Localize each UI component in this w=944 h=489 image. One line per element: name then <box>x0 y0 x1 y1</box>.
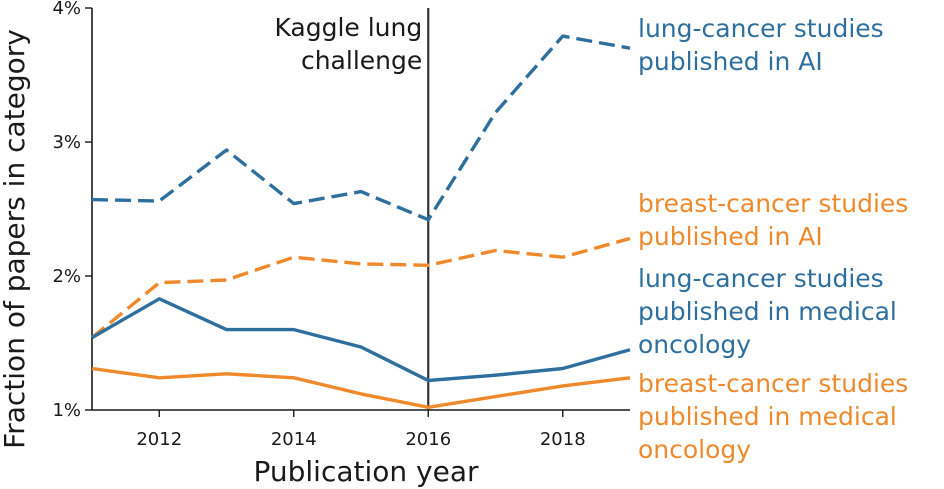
series-label-line: published in medical <box>638 402 897 431</box>
event-label-line: challenge <box>301 46 422 75</box>
x-tick-label: 2016 <box>405 429 451 450</box>
series-label-line: lung-cancer studies <box>638 14 884 43</box>
series-label-line: lung-cancer studies <box>638 264 884 293</box>
x-tick-label: 2012 <box>136 429 182 450</box>
series-label-line: breast-cancer studies <box>638 369 908 398</box>
series-label-line: oncology <box>638 330 751 359</box>
series-lines <box>90 34 631 409</box>
series-line <box>91 366 631 409</box>
event-label-line: Kaggle lung <box>274 13 422 42</box>
series-line <box>91 34 631 222</box>
annotations: Kaggle lung challenge lung-cancer studies p… <box>274 13 908 464</box>
series-label-line: oncology <box>638 435 751 464</box>
x-tick-label: 2018 <box>540 429 586 450</box>
series-line <box>90 236 631 339</box>
axes: 1% 2% 3% 4% 2012 2014 2016 2018 Publication year… <box>0 0 630 488</box>
series-label-line: breast-cancer studies <box>638 189 908 218</box>
x-tick-label: 2014 <box>271 429 317 450</box>
y-axis-title: Fraction of papers in category <box>0 29 31 449</box>
series-label-line: published in AI <box>638 222 823 251</box>
series-label-line: published in AI <box>638 47 823 76</box>
y-tick-label: 4% <box>52 0 81 19</box>
series-line <box>91 297 631 383</box>
series-label-line: published in medical <box>638 297 897 326</box>
y-tick-label: 1% <box>52 400 81 421</box>
y-tick-label: 3% <box>52 132 81 153</box>
y-tick-label: 2% <box>52 266 81 287</box>
x-axis-title: Publication year <box>253 455 479 488</box>
